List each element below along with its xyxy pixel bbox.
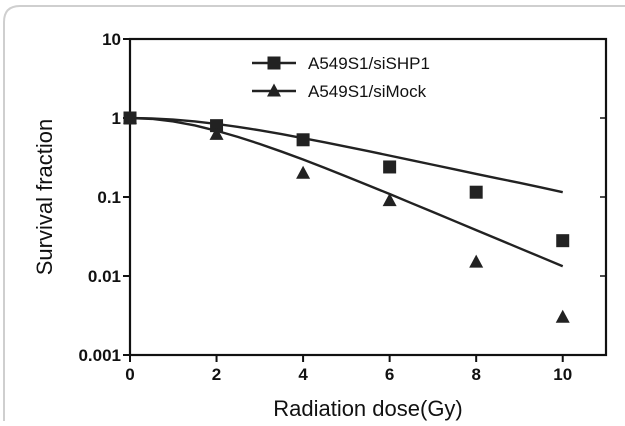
- triangle-marker: [469, 254, 484, 268]
- y-tick-label: 0.001: [78, 346, 121, 365]
- y-tick-label: 0.01: [88, 267, 121, 286]
- square-marker: [267, 56, 281, 70]
- y-axis-title: Survival fraction: [32, 119, 57, 276]
- legend-label: A549S1/siMock: [308, 82, 427, 101]
- triangle-marker: [382, 193, 397, 207]
- legend: A549S1/siSHP1 A549S1/siMock: [252, 54, 430, 101]
- fit-lines: [129, 116, 564, 268]
- figure-border: [3, 5, 625, 421]
- legend-label: A549S1/siSHP1: [308, 54, 430, 73]
- square-marker: [383, 160, 397, 174]
- triangle-marker: [555, 309, 570, 323]
- square-marker: [469, 185, 483, 199]
- y-tick-label: 10: [102, 30, 121, 49]
- x-tick-label: 8: [471, 365, 480, 384]
- square-marker: [556, 234, 570, 248]
- x-tick-label: 4: [298, 365, 308, 384]
- triangle-marker: [209, 126, 224, 140]
- x-tick-label: 2: [212, 365, 221, 384]
- y-tick-label: 0.1: [97, 188, 121, 207]
- y-tick-label: 1: [112, 109, 121, 128]
- triangle-marker: [296, 165, 311, 179]
- triangle-marker: [267, 83, 281, 97]
- fit-line-square: [129, 116, 563, 194]
- fit-line-triangle: [129, 116, 564, 268]
- triangle-marker: [123, 110, 137, 124]
- plot-area: [128, 37, 608, 357]
- data-points: [123, 110, 570, 323]
- x-tick-label: 10: [553, 365, 572, 384]
- square-marker: [210, 119, 224, 133]
- x-axis-title: Radiation dose(Gy): [273, 396, 463, 421]
- square-marker: [296, 133, 310, 147]
- x-tick-label: 0: [125, 365, 134, 384]
- x-tick-label: 6: [385, 365, 394, 384]
